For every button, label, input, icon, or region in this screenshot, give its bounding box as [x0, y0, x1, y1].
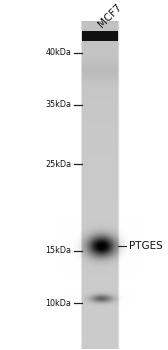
Text: MCF7: MCF7: [96, 2, 123, 29]
Text: 40kDa: 40kDa: [45, 48, 71, 57]
Text: 25kDa: 25kDa: [45, 160, 71, 168]
Text: PTGES: PTGES: [129, 241, 163, 251]
Text: 15kDa: 15kDa: [45, 246, 71, 256]
Bar: [82, 31, 118, 41]
Text: 10kDa: 10kDa: [45, 299, 71, 308]
Text: 35kDa: 35kDa: [45, 100, 71, 110]
